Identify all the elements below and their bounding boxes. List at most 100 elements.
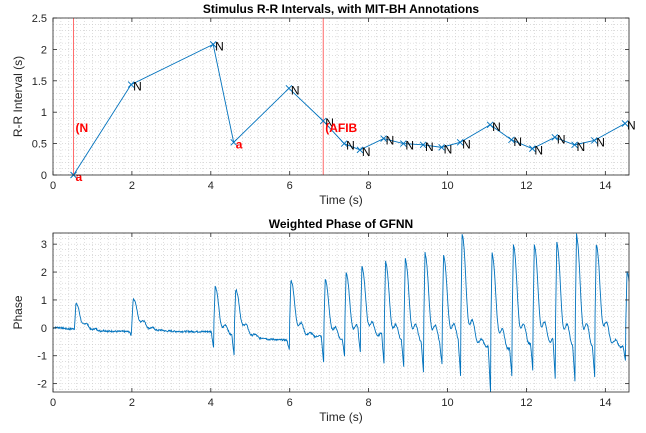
rr-point — [340, 140, 348, 147]
rr-point — [438, 144, 445, 151]
rr-point — [400, 140, 407, 147]
x-tick-label: 2 — [129, 397, 135, 409]
beat-annotation-label: N — [462, 137, 471, 151]
rr-point-marker — [551, 134, 559, 141]
y-tick-label: 1 — [41, 295, 47, 307]
beat-annotation-label: N — [346, 139, 355, 153]
x-tick-label: 12 — [520, 397, 532, 409]
chart-title: Stimulus R-R Intervals, with MIT-BH Anno… — [203, 2, 480, 16]
rr-point-marker — [438, 144, 445, 151]
rr-point-marker — [590, 137, 598, 144]
rr-point — [551, 134, 559, 141]
y-tick-label: -2 — [37, 379, 47, 391]
rr-point-marker — [571, 141, 578, 149]
axes-frame — [52, 17, 630, 176]
x-tick-label: 4 — [208, 180, 214, 192]
beat-annotation-label: N — [325, 116, 334, 130]
beat-annotation-label: N — [513, 135, 522, 149]
x-tick-label: 4 — [208, 397, 214, 409]
x-tick-label: 2 — [129, 180, 135, 192]
beat-annotation-label: N — [133, 80, 142, 94]
beat-annotation-label: N — [405, 139, 414, 153]
minor-grid — [52, 17, 630, 176]
rr-point — [319, 117, 327, 125]
rr-point-marker — [380, 135, 387, 142]
beat-annotation-label: N — [492, 120, 501, 134]
beat-annotation-label: N — [291, 83, 300, 97]
beat-annotation-label: N — [386, 134, 395, 148]
beat-annotation-label: N — [444, 142, 453, 156]
y-tick-label: 0 — [41, 170, 47, 182]
beat-annotation-label: a — [76, 170, 83, 184]
rr-point-marker — [209, 41, 217, 48]
y-tick-label: 1 — [41, 107, 47, 119]
beat-annotation-label: a — [236, 137, 243, 151]
rr-interval-series-line — [73, 43, 626, 176]
rr-point-marker — [340, 140, 348, 147]
axes-frame — [52, 232, 630, 393]
beat-annotation-label: N — [215, 39, 224, 53]
rr-point-marker — [285, 85, 293, 92]
rr-point — [590, 137, 598, 144]
x-axis-label: Time (s) — [319, 193, 363, 207]
rr-point — [419, 141, 427, 149]
x-tick-label: 0 — [50, 397, 56, 409]
rr-point — [621, 120, 629, 127]
rr-point-marker — [529, 145, 536, 152]
rr-point-marker — [456, 139, 464, 146]
y-tick-label: 3 — [41, 239, 47, 251]
y-tick-label: 2.5 — [32, 13, 47, 25]
x-tick-label: 12 — [520, 180, 532, 192]
rr-point-marker — [621, 120, 629, 127]
x-tick-label: 14 — [599, 397, 611, 409]
rr-point — [127, 81, 135, 88]
rr-point — [529, 145, 536, 152]
chart-title: Weighted Phase of GFNN — [269, 217, 413, 231]
beat-annotation-label: N — [557, 132, 566, 146]
beat-annotation-label: N — [596, 135, 605, 149]
y-axis-label: R-R Interval (s) — [11, 56, 25, 137]
y-tick-label: -1 — [37, 351, 47, 363]
y-tick-label: 0.5 — [32, 139, 47, 151]
rr-point-marker — [356, 146, 364, 154]
y-tick-label: 1.5 — [32, 76, 47, 88]
rr-point — [285, 85, 293, 92]
beat-annotation-label: N — [534, 144, 543, 158]
rhythm-annotation-label: (AFIB — [325, 121, 357, 135]
y-tick-label: 2 — [41, 267, 47, 279]
rhythm-annotation-label: (N — [76, 121, 89, 135]
x-tick-label: 14 — [599, 180, 611, 192]
rr-point-marker — [419, 141, 427, 149]
rr-point-marker — [486, 121, 494, 129]
x-tick-label: 8 — [366, 180, 372, 192]
rr-point-marker — [319, 117, 327, 125]
x-tick-label: 10 — [441, 180, 453, 192]
rr-point — [356, 146, 364, 154]
y-tick-label: 2 — [41, 44, 47, 56]
rr-point — [486, 121, 494, 129]
rr-point — [209, 41, 217, 48]
rr-point — [508, 136, 515, 144]
rr-point-marker — [400, 140, 407, 147]
x-tick-label: 6 — [287, 180, 293, 192]
rr-point-marker — [230, 139, 238, 146]
beat-annotation-label: N — [362, 145, 371, 159]
x-tick-label: 8 — [366, 397, 372, 409]
y-tick-label: 0 — [41, 323, 47, 335]
beat-annotation-label: N — [627, 119, 636, 133]
beat-annotation-label: N — [425, 140, 434, 154]
plot-area — [53, 233, 629, 392]
rr-point — [380, 135, 387, 142]
rr-point — [230, 139, 238, 146]
rr-point — [571, 141, 578, 149]
rr-point-marker — [508, 136, 515, 144]
x-tick-label: 10 — [441, 397, 453, 409]
x-tick-label: 6 — [287, 397, 293, 409]
rr-point — [456, 139, 464, 146]
x-axis-label: Time (s) — [319, 410, 363, 424]
rr-point-marker — [127, 81, 135, 88]
y-axis-label: Phase — [11, 295, 25, 329]
